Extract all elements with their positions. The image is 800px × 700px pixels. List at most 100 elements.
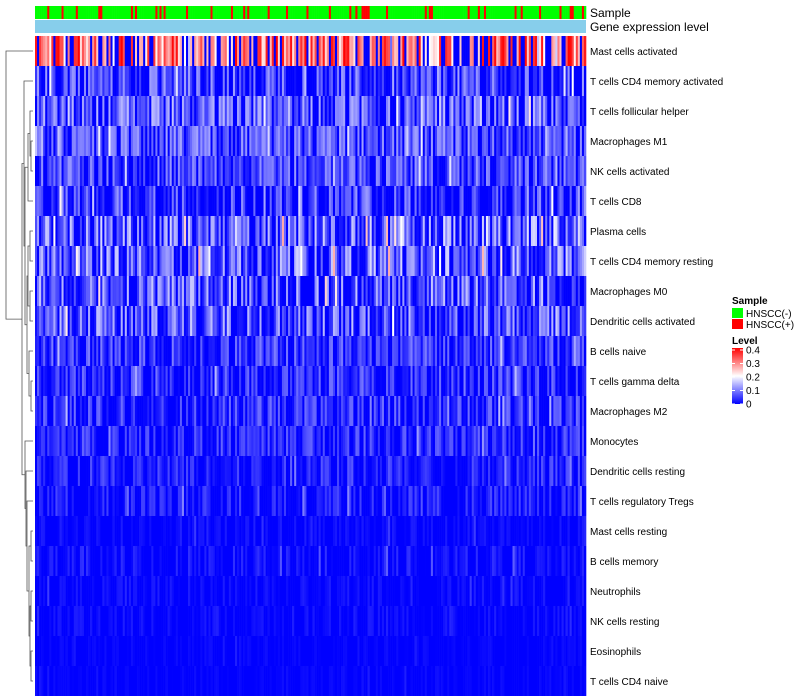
heatmap-cell	[549, 126, 552, 156]
heatmap-cell	[328, 396, 332, 426]
heatmap-cell	[149, 216, 152, 246]
heatmap-cell	[265, 516, 268, 546]
heatmap-cell	[75, 246, 79, 276]
sample-track-cell	[147, 6, 150, 19]
heatmap-cell	[367, 516, 370, 546]
heatmap-cell	[583, 306, 587, 336]
heatmap-cell	[463, 156, 466, 186]
heatmap-cell	[198, 456, 201, 486]
heatmap-cell	[37, 336, 40, 366]
heatmap-cell	[232, 66, 236, 96]
heatmap-cell	[198, 156, 201, 186]
sample-track-cell	[461, 6, 464, 19]
heatmap-cell	[477, 246, 481, 276]
heatmap-cell	[434, 156, 438, 186]
heatmap-cell	[253, 36, 256, 66]
heatmap-cell	[216, 516, 219, 546]
heatmap-cell	[149, 36, 152, 66]
heatmap-cell	[371, 186, 375, 216]
heatmap-cell	[247, 396, 250, 426]
heatmap-cell	[486, 366, 489, 396]
heatmap-cell	[67, 546, 70, 576]
heatmap-cell	[122, 366, 126, 396]
heatmap-cell	[371, 396, 375, 426]
heatmap-cell	[530, 456, 534, 486]
heatmap-cell	[520, 36, 524, 66]
heatmap-cell	[177, 426, 181, 456]
heatmap-cell	[51, 426, 54, 456]
heatmap-cell	[567, 156, 570, 186]
heatmap-cell	[43, 336, 46, 366]
heatmap-cell	[249, 66, 252, 96]
heatmap-cell	[59, 246, 62, 276]
heatmap-cell	[471, 186, 475, 216]
heatmap-cell	[181, 426, 185, 456]
sample-track-cell	[237, 6, 240, 19]
heatmap-cell	[367, 246, 370, 276]
heatmap-cell	[255, 336, 258, 366]
heatmap-cell	[116, 276, 119, 306]
heatmap-cell	[41, 276, 44, 306]
heatmap-cell	[408, 486, 411, 516]
heatmap-cell	[347, 426, 350, 456]
heatmap-cell	[481, 246, 485, 276]
heatmap-cell	[243, 486, 246, 516]
heatmap-cell	[506, 156, 509, 186]
heatmap-cell	[202, 486, 205, 516]
heatmap-cell	[422, 216, 426, 246]
heatmap-cell	[349, 456, 352, 486]
heatmap-cell	[549, 246, 552, 276]
heatmap-cell	[261, 96, 264, 126]
heatmap-cell	[551, 36, 554, 66]
heatmap-cell	[263, 396, 266, 426]
gene-expression-level-track	[35, 20, 586, 33]
heatmap-cell	[553, 96, 556, 126]
sample-track-cell	[486, 6, 489, 19]
heatmap-cell	[471, 156, 475, 186]
sample-track-cell	[73, 6, 77, 19]
heatmap-cell	[361, 396, 364, 426]
heatmap-cell	[255, 516, 258, 546]
heatmap-cell	[259, 396, 262, 426]
heatmap-cell	[467, 216, 470, 246]
heatmap-cell	[96, 396, 99, 426]
heatmap-cell	[557, 306, 560, 336]
heatmap-cell	[296, 396, 299, 426]
heatmap-cell	[557, 366, 560, 396]
heatmap-cell	[290, 426, 293, 456]
heatmap-cell	[412, 336, 415, 366]
heatmap-cell	[228, 246, 232, 276]
heatmap-cell	[296, 456, 299, 486]
heatmap-cell	[53, 516, 56, 546]
heatmap-cell	[267, 306, 270, 336]
heatmap-cell	[565, 306, 568, 336]
heatmap-cell	[222, 186, 226, 216]
heatmap-cell	[77, 426, 81, 456]
heatmap-cell	[520, 456, 524, 486]
heatmap-cell	[126, 66, 130, 96]
heatmap-cell	[467, 456, 470, 486]
heatmap-cell	[498, 486, 501, 516]
heatmap-cell	[337, 426, 340, 456]
heatmap-cell	[61, 456, 64, 486]
heatmap-cell	[455, 246, 458, 276]
heatmap-cell	[132, 546, 136, 576]
heatmap-cell	[449, 66, 452, 96]
heatmap-cell	[543, 156, 546, 186]
heatmap-cell	[461, 396, 464, 426]
heatmap-cell	[377, 186, 381, 216]
heatmap-cell	[371, 126, 375, 156]
heatmap-cell	[318, 486, 321, 516]
sample-track-cell	[39, 6, 42, 19]
heatmap-cell	[547, 516, 550, 546]
heatmap-cell	[204, 126, 207, 156]
heatmap-cell	[534, 426, 538, 456]
heatmap-cell	[483, 66, 487, 96]
heatmap-cell	[565, 96, 568, 126]
heatmap-cell	[320, 516, 324, 546]
heatmap-cell	[443, 96, 446, 126]
heatmap-cell	[418, 126, 421, 156]
heatmap-cell	[398, 456, 401, 486]
heatmap-cell	[465, 336, 468, 366]
heatmap-cell	[479, 486, 483, 516]
